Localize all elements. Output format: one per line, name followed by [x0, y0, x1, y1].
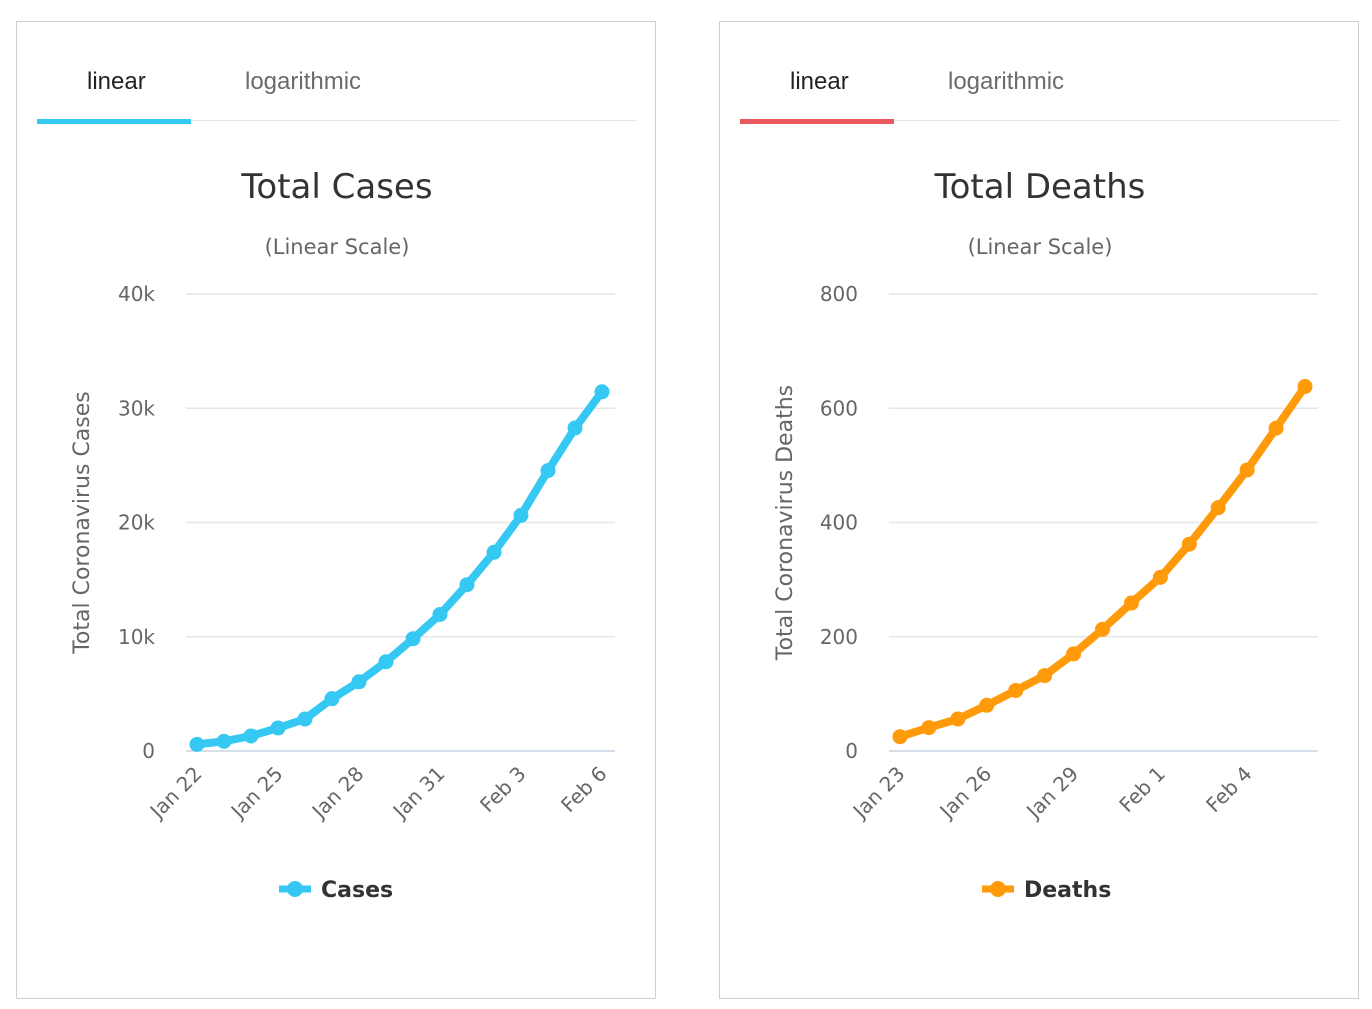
y-axis-label: Total Coronavirus Deaths: [773, 385, 798, 661]
x-tick-label: Jan 23: [847, 762, 910, 825]
cases-data-point[interactable]: [405, 631, 421, 647]
tab-linear[interactable]: linear: [790, 68, 849, 95]
active-tab-indicator: [37, 119, 191, 124]
x-tick-label: Jan 28: [306, 762, 369, 825]
legend-label: Deaths: [1024, 878, 1111, 903]
y-tick-label: 40k: [118, 282, 155, 306]
x-tick-label: Jan 25: [225, 762, 288, 825]
cases-data-point[interactable]: [243, 728, 259, 744]
x-tick-label: Feb 1: [1114, 762, 1170, 818]
cases-data-point[interactable]: [459, 577, 475, 593]
legend-item[interactable]: Cases: [279, 878, 393, 903]
cases-data-point[interactable]: [594, 384, 610, 400]
deaths-data-point[interactable]: [1268, 420, 1284, 436]
deaths-data-point[interactable]: [1152, 569, 1168, 585]
x-tick-label: Feb 4: [1201, 762, 1257, 818]
deaths-data-point[interactable]: [1210, 500, 1226, 516]
cases-panel: linear logarithmic Total Cases (Linear Sc…: [16, 21, 656, 999]
cases-data-point[interactable]: [540, 463, 556, 479]
cases-data-point[interactable]: [378, 654, 394, 670]
cases-data-point[interactable]: [216, 733, 232, 749]
y-tick-label: 0: [142, 739, 155, 763]
deaths-data-point[interactable]: [1066, 646, 1082, 662]
legend-item[interactable]: Deaths: [982, 878, 1111, 903]
y-tick-label: 400: [820, 511, 858, 535]
cases-data-point[interactable]: [486, 544, 502, 560]
cases-chart: Total Cases (Linear Scale) 0 10k 20k 30k 40k To…: [70, 167, 615, 903]
y-tick-label: 200: [820, 625, 858, 649]
cases-data-point[interactable]: [432, 606, 448, 622]
deaths-data-point[interactable]: [921, 720, 937, 736]
y-tick-label: 600: [820, 396, 858, 420]
deaths-series-line: [896, 382, 1309, 741]
deaths-scale-tabs: linear logarithmic: [740, 22, 1340, 124]
chart-subtitle: (Linear Scale): [968, 235, 1113, 259]
cases-data-point[interactable]: [513, 507, 529, 523]
deaths-panel: linear logarithmic Total Deaths (Linear S…: [719, 21, 1359, 999]
x-tick-label: Feb 3: [475, 762, 531, 818]
x-tick-label: Jan 22: [144, 762, 207, 825]
chart-title: Total Cases: [240, 167, 432, 207]
cases-data-point[interactable]: [270, 720, 286, 736]
legend-label: Cases: [321, 878, 393, 903]
legend-marker: [990, 881, 1006, 897]
cases-data-point[interactable]: [189, 736, 205, 752]
tab-linear[interactable]: linear: [87, 68, 146, 95]
active-tab-indicator: [740, 119, 894, 124]
y-tick-label: 20k: [118, 511, 155, 535]
deaths-data-point[interactable]: [1239, 462, 1255, 478]
cases-data-point[interactable]: [351, 674, 367, 690]
chart-title: Total Deaths: [934, 167, 1146, 207]
cases-series-line: [193, 387, 606, 749]
tab-logarithmic[interactable]: logarithmic: [245, 68, 362, 95]
deaths-data-point[interactable]: [1037, 668, 1053, 684]
y-axis-label: Total Coronavirus Cases: [70, 391, 95, 655]
cases-data-point[interactable]: [324, 691, 340, 707]
y-tick-label: 800: [820, 282, 858, 306]
cases-data-point[interactable]: [567, 420, 583, 436]
deaths-data-point[interactable]: [1181, 536, 1197, 552]
x-tick-label: Jan 31: [387, 762, 450, 825]
deaths-data-point[interactable]: [950, 711, 966, 727]
y-tick-label: 30k: [118, 396, 155, 420]
cases-scale-tabs: linear logarithmic: [37, 22, 637, 124]
x-tick-label: Feb 6: [556, 762, 612, 818]
deaths-data-point[interactable]: [1008, 682, 1024, 698]
deaths-data-point[interactable]: [1123, 595, 1139, 611]
chart-subtitle: (Linear Scale): [265, 235, 410, 259]
deaths-data-point[interactable]: [1297, 379, 1313, 395]
x-tick-label: Jan 26: [934, 762, 997, 825]
cases-data-point[interactable]: [297, 711, 313, 727]
legend-marker: [287, 881, 303, 897]
deaths-chart: Total Deaths (Linear Scale) 0 200 400 600 800 T…: [773, 167, 1318, 903]
deaths-data-point[interactable]: [892, 729, 908, 745]
y-tick-label: 10k: [118, 625, 155, 649]
x-tick-label: Jan 29: [1020, 762, 1083, 825]
deaths-data-point[interactable]: [1095, 621, 1110, 637]
tab-logarithmic[interactable]: logarithmic: [948, 68, 1065, 95]
deaths-data-point[interactable]: [979, 697, 995, 713]
y-tick-label: 0: [845, 739, 858, 763]
